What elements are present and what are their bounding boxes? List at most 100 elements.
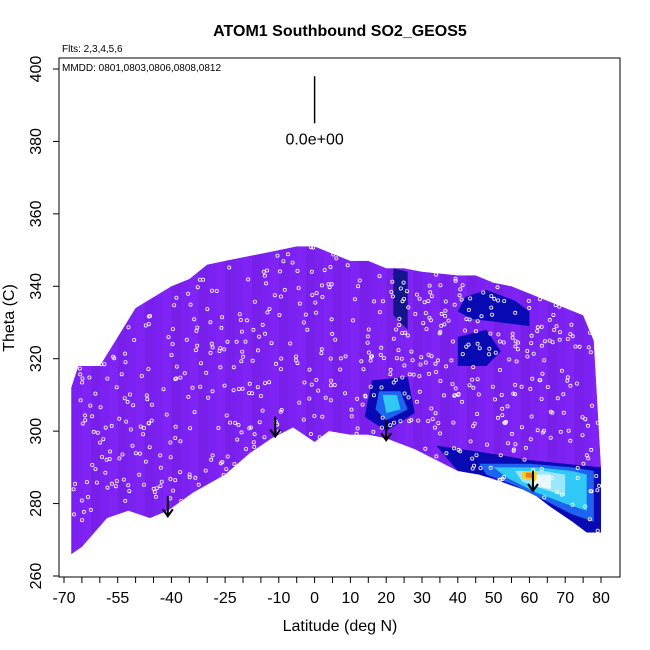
- y-tick-label: 340: [28, 273, 45, 300]
- data-point: [400, 375, 405, 380]
- data-point: [210, 389, 215, 394]
- data-point: [429, 294, 434, 299]
- data-point: [201, 277, 206, 282]
- data-point: [343, 354, 348, 359]
- data-point: [186, 291, 191, 296]
- data-point: [589, 489, 594, 494]
- data-point: [100, 454, 105, 459]
- data-point: [151, 486, 156, 491]
- data-point: [531, 351, 536, 356]
- data-point: [220, 315, 225, 320]
- data-point: [457, 293, 462, 298]
- data-point: [398, 419, 403, 424]
- data-point: [535, 329, 540, 334]
- data-point: [327, 285, 332, 290]
- data-point: [394, 327, 399, 332]
- data-point: [244, 446, 249, 451]
- data-point: [437, 331, 442, 336]
- texture-strip: [592, 246, 601, 555]
- data-point: [464, 344, 469, 349]
- data-point: [501, 474, 506, 479]
- data-point: [240, 349, 245, 354]
- data-point: [138, 424, 143, 429]
- data-point: [303, 312, 308, 317]
- data-point: [322, 268, 327, 273]
- data-point: [225, 454, 230, 459]
- data-point: [310, 292, 315, 297]
- data-point: [410, 358, 415, 363]
- texture-strip: [71, 246, 74, 555]
- y-axis: 260 280 300 320 340 360 380 400: [28, 56, 59, 589]
- texture-strip: [529, 246, 539, 555]
- data-point: [474, 453, 479, 458]
- data-point: [558, 429, 563, 434]
- data-point: [477, 346, 482, 351]
- data-point: [195, 285, 200, 290]
- data-point: [86, 494, 91, 499]
- data-point: [463, 328, 468, 333]
- y-tick-label: 380: [28, 128, 45, 155]
- upper-mid-patch: [393, 268, 408, 330]
- x-tick-label: 0: [310, 590, 319, 607]
- data-point: [443, 308, 448, 313]
- x-tick-label: 50: [485, 590, 503, 607]
- texture-strip: [207, 246, 217, 555]
- data-point: [290, 260, 295, 265]
- arrow-marker: [380, 420, 393, 442]
- data-point: [495, 285, 500, 290]
- x-axis: -70 -55 -40 -25 -10 0 10 20 30 40 50 60 70 80: [52, 577, 610, 607]
- data-point: [349, 407, 354, 412]
- data-point: [597, 483, 601, 488]
- data-point: [295, 361, 300, 366]
- data-point: [71, 487, 76, 492]
- data-point: [397, 322, 402, 327]
- data-point: [426, 299, 431, 304]
- data-point: [583, 417, 588, 422]
- data-point: [470, 377, 475, 382]
- data-point: [208, 320, 213, 325]
- data-point: [206, 395, 211, 400]
- data-point: [120, 452, 125, 457]
- data-point: [422, 300, 427, 305]
- data-point: [444, 364, 449, 369]
- texture-strip: [251, 246, 262, 555]
- data-point: [561, 410, 566, 415]
- data-point: [503, 420, 508, 425]
- texture-strip: [153, 246, 163, 555]
- data-point: [506, 441, 511, 446]
- data-point: [127, 489, 132, 494]
- data-point: [509, 431, 514, 436]
- data-point: [171, 488, 176, 493]
- data-point: [529, 414, 534, 419]
- x-tick-label: -55: [106, 590, 129, 607]
- data-point: [360, 402, 365, 407]
- texture-strip: [117, 246, 128, 555]
- data-point: [262, 273, 267, 278]
- data-point: [224, 413, 229, 418]
- data-point: [498, 453, 503, 458]
- data-point: [547, 317, 552, 322]
- data-point: [260, 408, 265, 413]
- texture-strip: [225, 246, 235, 555]
- texture-strip: [144, 246, 154, 555]
- data-point: [359, 359, 364, 364]
- data-point: [328, 356, 333, 361]
- data-point: [278, 294, 283, 299]
- data-point: [398, 286, 403, 291]
- data-point: [365, 340, 370, 345]
- data-point: [161, 387, 166, 392]
- data-point: [320, 414, 325, 419]
- data-point: [320, 294, 325, 299]
- chart-title: ATOM1 Southbound SO2_GEOS5: [213, 23, 467, 40]
- texture-strip: [296, 246, 307, 555]
- data-point: [464, 317, 469, 322]
- data-point: [345, 263, 350, 268]
- data-point: [561, 392, 566, 397]
- data-point: [343, 391, 348, 396]
- data-point: [405, 333, 410, 338]
- data-point: [73, 481, 78, 486]
- data-point: [168, 455, 173, 460]
- data-point: [328, 383, 333, 388]
- data-point: [565, 375, 570, 380]
- data-point: [400, 331, 405, 336]
